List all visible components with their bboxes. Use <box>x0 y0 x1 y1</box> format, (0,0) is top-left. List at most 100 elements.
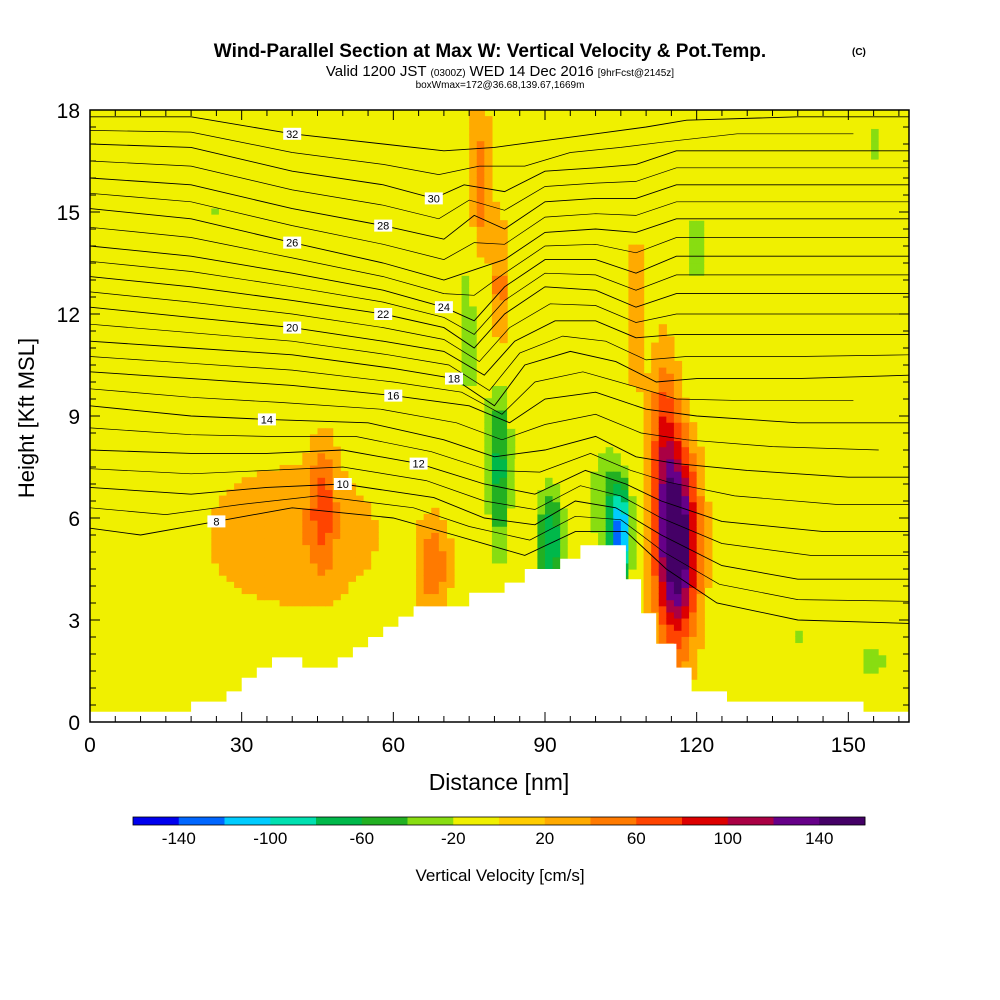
velocity-cell <box>560 281 569 289</box>
velocity-cell <box>757 489 766 497</box>
velocity-cell <box>575 177 584 185</box>
velocity-cell <box>256 250 266 258</box>
velocity-cell <box>309 244 319 252</box>
velocity-cell <box>120 520 129 527</box>
velocity-cell <box>332 513 341 521</box>
velocity-cell <box>742 422 751 429</box>
velocity-cell <box>757 458 766 466</box>
velocity-cell <box>256 544 266 552</box>
velocity-cell <box>446 244 455 252</box>
velocity-cell <box>855 642 865 650</box>
velocity-cell <box>165 220 175 227</box>
velocity-cell <box>689 183 698 191</box>
velocity-cell <box>795 593 804 601</box>
subtitle-forecast: [9hrFcst@2145z] <box>598 68 675 79</box>
velocity-cell <box>249 140 258 148</box>
velocity-cell <box>181 220 190 227</box>
velocity-cell <box>575 244 584 252</box>
velocity-cell <box>757 440 766 448</box>
velocity-cell <box>309 177 319 185</box>
velocity-cell <box>658 526 667 533</box>
velocity-cell <box>469 220 478 227</box>
velocity-cell <box>666 489 675 497</box>
velocity-cell <box>704 330 713 338</box>
velocity-cell <box>833 624 842 631</box>
velocity-cell <box>256 171 266 178</box>
velocity-cell <box>211 232 220 240</box>
velocity-cell <box>628 373 637 380</box>
theta-label-bg <box>283 127 302 140</box>
velocity-cell <box>681 250 690 258</box>
velocity-cell <box>689 177 698 185</box>
velocity-cell <box>363 318 372 325</box>
velocity-cell <box>272 116 281 123</box>
velocity-cell <box>340 360 349 368</box>
velocity-cell <box>673 422 683 429</box>
velocity-cell <box>454 207 463 215</box>
velocity-cell <box>742 446 751 454</box>
velocity-cell <box>681 226 690 233</box>
velocity-cell <box>537 489 546 497</box>
velocity-cell <box>188 183 197 191</box>
velocity-cell <box>552 489 561 497</box>
theta-label-bg <box>257 413 276 426</box>
velocity-cell <box>370 532 379 539</box>
velocity-cell <box>226 263 235 270</box>
velocity-cell <box>886 177 895 185</box>
velocity-cell <box>658 440 667 448</box>
velocity-cell <box>112 526 121 533</box>
velocity-cell <box>666 397 675 405</box>
velocity-cell <box>363 336 372 344</box>
velocity-cell <box>643 495 652 503</box>
velocity-cell <box>681 544 690 552</box>
velocity-cell <box>325 330 334 338</box>
velocity-cell <box>605 477 614 484</box>
velocity-cell <box>279 146 288 154</box>
velocity-cell <box>613 501 622 509</box>
velocity-cell <box>871 158 880 166</box>
velocity-cell <box>294 287 303 295</box>
velocity-cell <box>105 648 114 656</box>
velocity-cell <box>651 464 660 472</box>
velocity-cell <box>317 220 326 227</box>
velocity-cell <box>143 226 152 233</box>
velocity-cell <box>689 311 698 319</box>
velocity-cell <box>613 428 622 435</box>
velocity-cell <box>249 110 258 117</box>
velocity-cell <box>893 666 903 674</box>
velocity-cell <box>317 562 326 570</box>
velocity-cell <box>302 158 311 166</box>
velocity-cell <box>325 446 334 454</box>
velocity-cell <box>249 318 258 325</box>
velocity-cell <box>90 581 99 588</box>
velocity-cell <box>211 226 220 233</box>
velocity-cell <box>780 599 789 607</box>
velocity-cell <box>203 311 212 319</box>
velocity-cell <box>878 648 887 656</box>
theta-label-8: 8 <box>207 515 226 528</box>
velocity-cell <box>309 538 319 546</box>
velocity-cell <box>309 593 319 601</box>
velocity-cell <box>165 152 175 160</box>
velocity-cell <box>454 189 463 197</box>
velocity-cell <box>863 183 872 191</box>
velocity-cell <box>704 324 713 331</box>
velocity-cell <box>363 244 372 252</box>
velocity-cell <box>855 617 865 625</box>
velocity-cell <box>378 244 387 252</box>
velocity-cell <box>658 367 667 374</box>
velocity-cell <box>226 183 235 191</box>
velocity-cell <box>863 648 872 656</box>
velocity-cell <box>226 195 235 203</box>
velocity-cell <box>203 238 212 246</box>
velocity-cell <box>211 207 220 215</box>
velocity-cell <box>491 501 501 509</box>
velocity-cell <box>461 434 470 442</box>
velocity-cell <box>302 581 311 588</box>
velocity-cell <box>127 550 137 558</box>
velocity-cell <box>491 232 501 240</box>
velocity-cell <box>188 269 197 276</box>
velocity-cell <box>673 642 683 650</box>
velocity-cell <box>203 244 212 252</box>
